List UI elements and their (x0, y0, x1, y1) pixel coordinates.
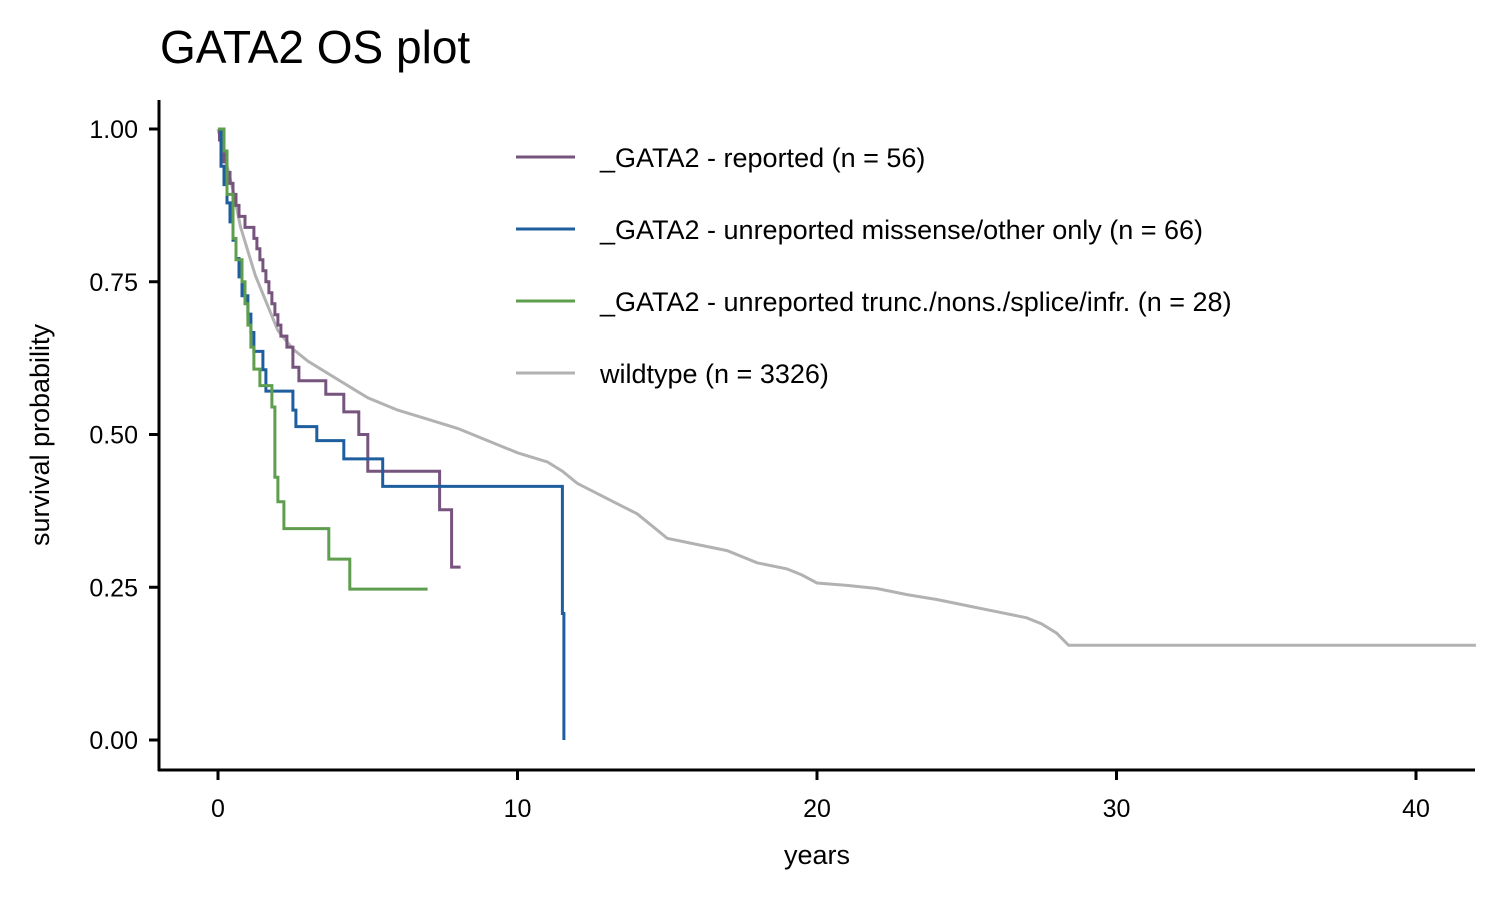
y-axis-ticks: 0.00 0.25 0.50 0.75 1.00 (89, 116, 159, 755)
series-line-1 (218, 127, 566, 740)
legend-label-1: _GATA2 - unreported missense/other only … (599, 215, 1203, 245)
legend-label-0: _GATA2 - reported (n = 56) (599, 143, 925, 173)
legend: _GATA2 - reported (n = 56) _GATA2 - unrep… (516, 143, 1232, 389)
y-axis-label: survival probability (25, 323, 55, 546)
legend-label-3: wildtype (n = 3326) (599, 359, 829, 389)
y-tick-label: 0.75 (89, 269, 138, 297)
y-tick-label: 1.00 (89, 116, 138, 144)
x-tick-label: 40 (1402, 795, 1430, 823)
x-tick-label: 30 (1103, 795, 1131, 823)
y-tick-label: 0.50 (89, 422, 138, 450)
series-line-0 (218, 127, 461, 569)
x-tick-label: 0 (211, 795, 225, 823)
plot-lines (216, 127, 1476, 740)
legend-label-2: _GATA2 - unreported trunc./nons./splice/… (599, 287, 1232, 317)
x-tick-label: 20 (803, 795, 831, 823)
series-line-3 (216, 128, 1476, 647)
x-tick-label: 10 (504, 795, 532, 823)
series-line-2 (218, 127, 428, 591)
x-axis-label: years (784, 840, 850, 870)
chart-title: GATA2 OS plot (160, 21, 470, 73)
x-axis-ticks: 0 10 20 30 40 (211, 770, 1430, 823)
y-tick-label: 0.25 (89, 574, 138, 602)
y-tick-label: 0.00 (89, 727, 138, 755)
